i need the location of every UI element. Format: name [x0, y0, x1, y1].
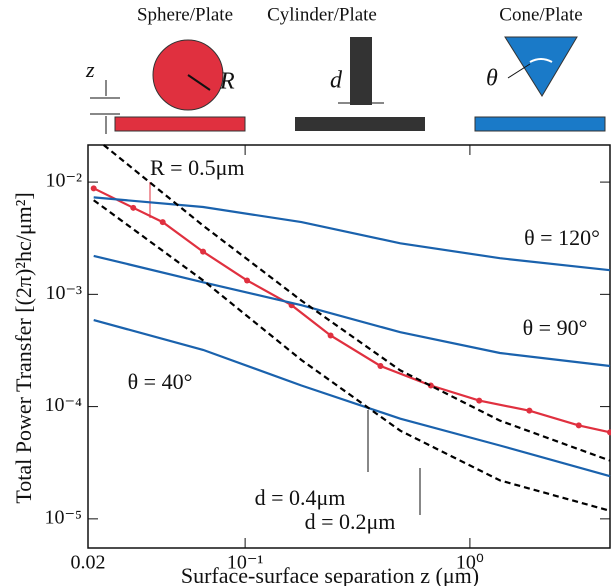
series-line — [93, 196, 611, 272]
marker — [377, 362, 384, 369]
y-tick-label: 10⁻⁵ — [44, 506, 82, 528]
series-line — [93, 319, 611, 478]
x-tick-label: 0.02 — [71, 552, 106, 574]
series-label: d = 0.4μm — [255, 485, 346, 510]
marker — [200, 248, 207, 255]
z-label: z — [85, 57, 95, 82]
theta-label: θ — [486, 66, 498, 92]
schematic-title: Cylinder/Plate — [267, 4, 377, 25]
plate — [114, 116, 246, 132]
marker — [159, 219, 166, 226]
y-tick-label: 10⁻⁴ — [44, 394, 82, 416]
x-tick-label: 10⁰ — [456, 552, 484, 574]
series-label: R = 0.5μm — [150, 155, 245, 180]
plot-frame — [87, 144, 611, 549]
series-line — [93, 254, 611, 368]
series-line — [93, 199, 611, 512]
x-tick-label: 10⁻¹ — [227, 552, 264, 574]
y-axis-title: Total Power Transfer [(2π)²hc/μm²] — [11, 192, 36, 503]
y-tick-label: 10⁻² — [45, 170, 82, 192]
angle-arc — [529, 58, 553, 63]
r-label: R — [219, 69, 235, 95]
schematic: Sphere/Plate R z Cylinder/Plate d Cone/P… — [85, 4, 606, 134]
marker — [607, 429, 611, 436]
schematic-title: Cone/Plate — [499, 4, 582, 25]
marker — [575, 422, 582, 429]
series-label: d = 0.2μm — [305, 509, 396, 534]
series-label: θ = 120° — [524, 225, 600, 250]
cone — [504, 36, 578, 97]
d-label: d — [330, 68, 343, 94]
plate — [474, 116, 606, 132]
marker — [327, 332, 334, 339]
y-tick-label: 10⁻³ — [45, 282, 82, 304]
cylinder — [350, 37, 372, 105]
angle-pointer — [507, 63, 531, 79]
radius-arrow — [187, 74, 211, 91]
schematic-title: Sphere/Plate — [137, 4, 233, 25]
marker — [476, 397, 483, 404]
marker — [90, 185, 97, 192]
series-line — [103, 144, 611, 462]
marker — [244, 277, 251, 284]
series-label: θ = 90° — [523, 315, 588, 340]
marker — [130, 204, 137, 211]
marker — [526, 407, 533, 414]
series-label: θ = 40° — [128, 369, 193, 394]
plate — [295, 117, 425, 131]
x-axis-title: Surface-surface separation z (μm) — [181, 563, 479, 586]
